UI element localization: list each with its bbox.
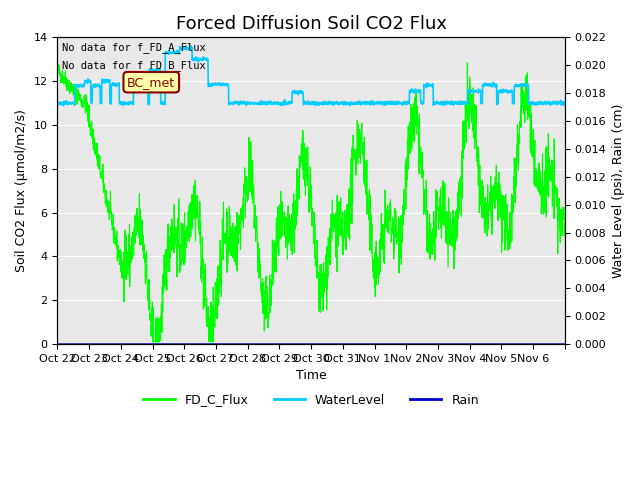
Y-axis label: Soil CO2 Flux (µmol/m2/s): Soil CO2 Flux (µmol/m2/s): [15, 109, 28, 272]
Legend: FD_C_Flux, WaterLevel, Rain: FD_C_Flux, WaterLevel, Rain: [138, 388, 484, 411]
Text: BC_met: BC_met: [127, 76, 175, 89]
Text: No data for f_FD_B_Flux: No data for f_FD_B_Flux: [63, 60, 206, 71]
Y-axis label: Water Level (psi), Rain (cm): Water Level (psi), Rain (cm): [612, 104, 625, 278]
Text: No data for f_FD_A_Flux: No data for f_FD_A_Flux: [63, 42, 206, 53]
X-axis label: Time: Time: [296, 370, 326, 383]
Title: Forced Diffusion Soil CO2 Flux: Forced Diffusion Soil CO2 Flux: [175, 15, 447, 33]
